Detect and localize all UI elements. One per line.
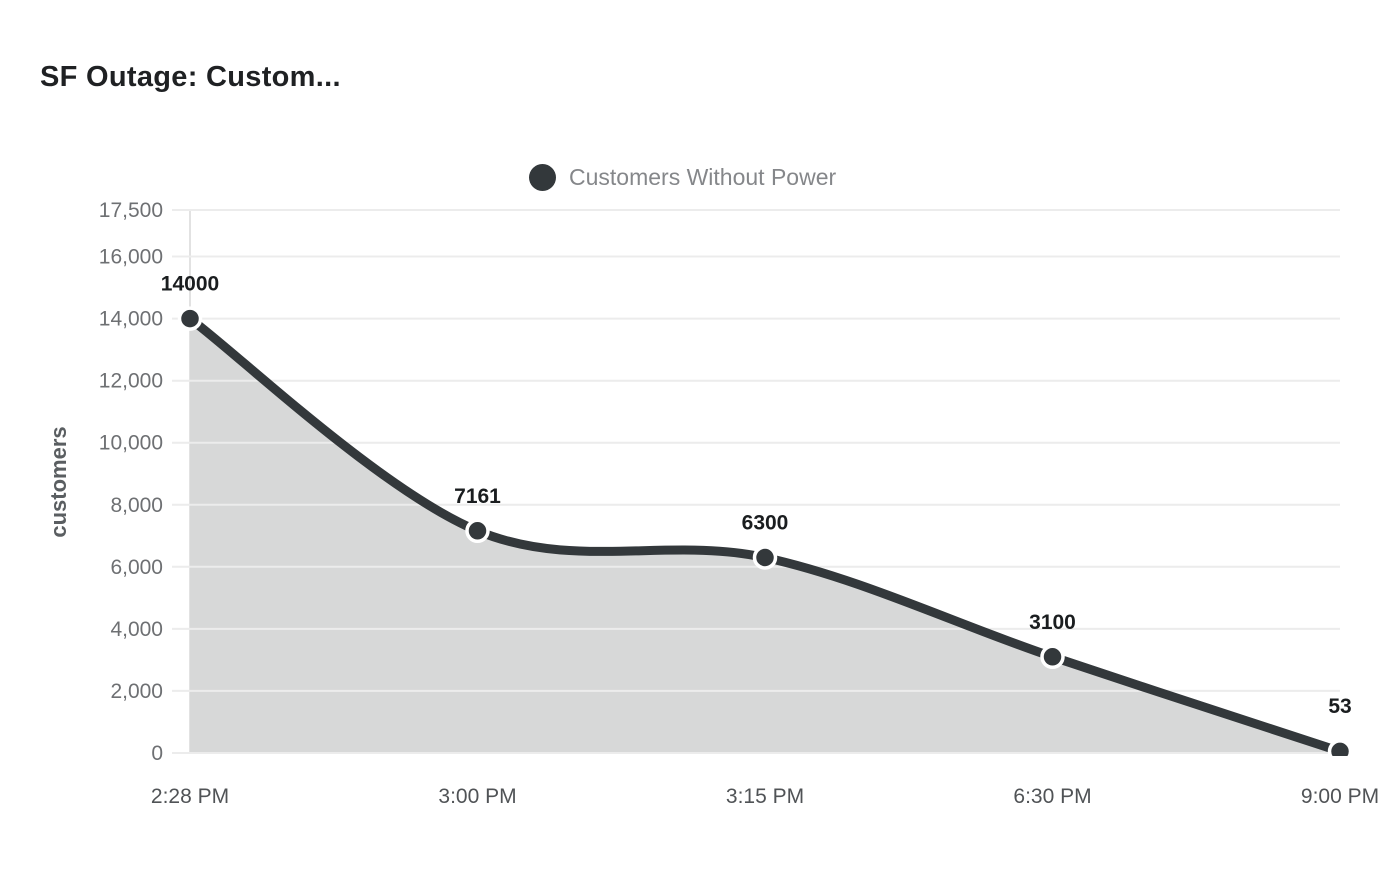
y-tick-label: 12,000 [99,370,163,393]
y-tick-label: 2,000 [110,680,163,703]
y-tick-label: 6,000 [110,556,163,579]
series-line-layer [177,306,1353,762]
axis-tick-labels: 02,0004,0006,0008,00010,00012,00014,0001… [99,199,1379,808]
y-tick-label: 0 [151,742,163,765]
data-point[interactable] [1040,644,1065,670]
chart-title: SF Outage: Custom... [40,61,341,93]
y-tick-label: 17,500 [99,199,163,222]
x-tick-label: 3:15 PM [726,785,804,808]
data-point-label: 7161 [454,485,501,508]
data-labels: 14000 7161 6300 3100 53 [161,273,1352,718]
y-tick-label: 10,000 [99,432,163,455]
x-tick-label: 9:00 PM [1301,785,1379,808]
legend-marker-icon [529,164,556,191]
series-area-layer [190,318,1340,753]
data-point-label: 6300 [742,512,789,535]
data-point[interactable] [465,518,490,544]
y-tick-label: 16,000 [99,246,163,269]
y-tick-label: 8,000 [110,494,163,517]
data-point-label: 3100 [1029,611,1076,634]
y-tick-label: 4,000 [110,618,163,641]
data-point[interactable] [752,545,778,570]
data-point-label: 53 [1328,695,1351,718]
data-point[interactable] [1327,739,1353,762]
x-tick-label: 2:28 PM [151,785,229,808]
y-axis-title: customers [46,426,71,537]
x-tick-label: 3:00 PM [438,785,516,808]
data-point-label: 14000 [161,273,219,296]
legend-item[interactable]: Customers Without Power [529,164,836,191]
y-tick-label: 14,000 [99,308,163,331]
legend-series-label: Customers Without Power [569,164,837,190]
series-area [190,318,1340,753]
data-point[interactable] [177,306,203,331]
gridlines [172,209,1340,754]
x-tick-label: 6:30 PM [1013,785,1091,808]
